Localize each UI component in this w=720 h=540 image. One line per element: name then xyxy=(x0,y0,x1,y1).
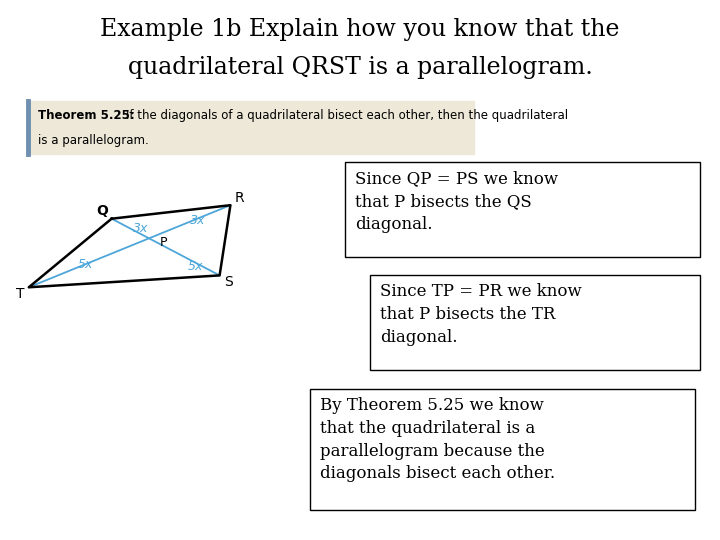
Text: 3x: 3x xyxy=(190,214,205,227)
Bar xyxy=(310,389,695,510)
Text: Example 1b Explain how you know that the: Example 1b Explain how you know that the xyxy=(100,18,620,41)
Text: Q: Q xyxy=(96,204,109,218)
Text: Theorem 5.25:: Theorem 5.25: xyxy=(38,109,135,122)
Bar xyxy=(370,275,700,370)
Text: 5x: 5x xyxy=(78,258,94,271)
Bar xyxy=(345,162,700,256)
Text: By Theorem 5.25 we know
that the quadrilateral is a
parallelogram because the
di: By Theorem 5.25 we know that the quadril… xyxy=(320,397,555,482)
Bar xyxy=(28,101,474,154)
Text: T: T xyxy=(16,287,24,301)
Text: If the diagonals of a quadrilateral bisect each other, then the quadrilateral: If the diagonals of a quadrilateral bise… xyxy=(126,109,568,122)
Text: Since QP = PS we know
that P bisects the QS
diagonal.: Since QP = PS we know that P bisects the… xyxy=(355,170,558,233)
Text: R: R xyxy=(235,191,244,205)
Text: 3x: 3x xyxy=(132,222,148,235)
Text: Since TP = PR we know
that P bisects the TR
diagonal.: Since TP = PR we know that P bisects the… xyxy=(380,284,582,346)
Text: 5x: 5x xyxy=(188,260,203,273)
Text: S: S xyxy=(224,275,233,289)
Text: P: P xyxy=(161,236,168,249)
Text: quadrilateral QRST is a parallelogram.: quadrilateral QRST is a parallelogram. xyxy=(127,56,593,79)
Text: is a parallelogram.: is a parallelogram. xyxy=(38,134,149,147)
